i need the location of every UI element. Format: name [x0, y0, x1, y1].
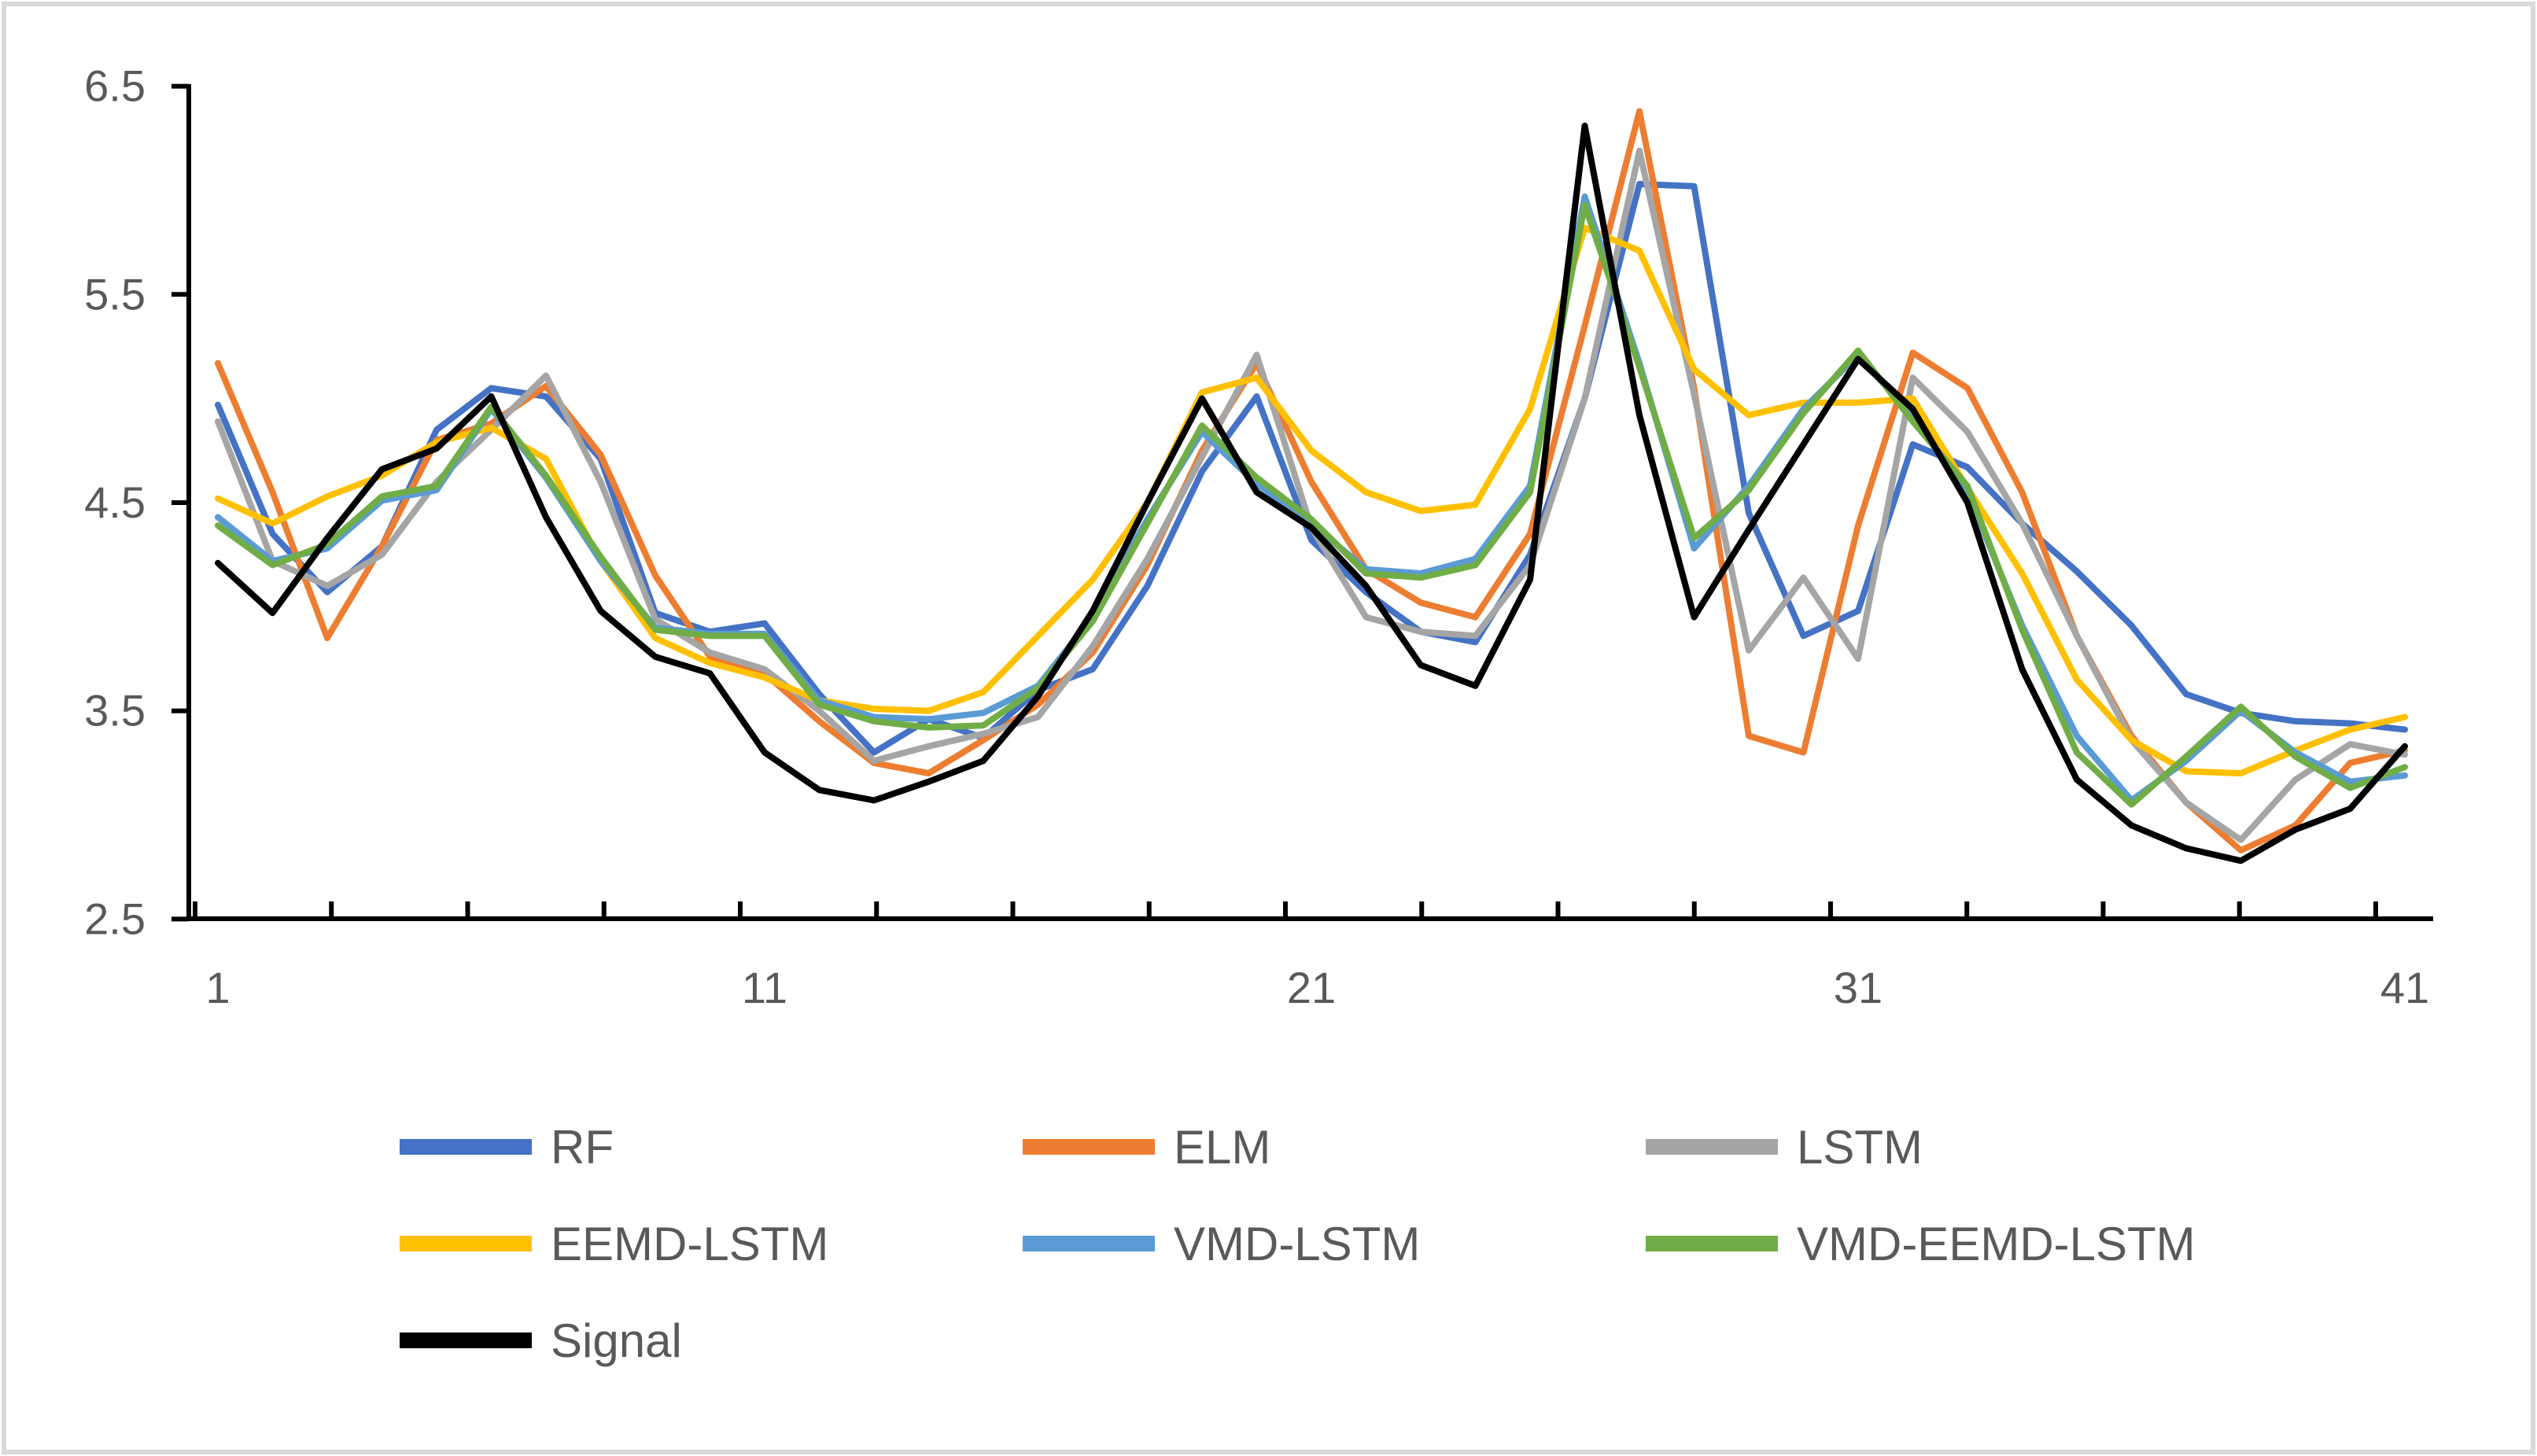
series-line-signal — [215, 122, 2408, 864]
y-tick-label: 6.5 — [84, 61, 146, 111]
y-tick-label: 2.5 — [84, 894, 146, 943]
x-tick-label: 41 — [2380, 963, 2429, 1012]
legend-label-signal: Signal — [551, 1314, 682, 1367]
x-tick-label: 31 — [1834, 963, 1882, 1012]
y-tick-label: 3.5 — [84, 686, 146, 735]
legend-label-lstm: LSTM — [1797, 1121, 1923, 1174]
x-tick-label: 21 — [1287, 963, 1336, 1012]
legend-label-elm: ELM — [1174, 1121, 1270, 1174]
x-tick-label: 11 — [742, 963, 787, 1012]
legend-label-eemd-lstm: EEMD-LSTM — [551, 1218, 828, 1270]
x-tick-label: 1 — [205, 963, 230, 1012]
y-tick-label: 4.5 — [84, 477, 146, 527]
series-line-elm — [215, 108, 2408, 853]
series-line-vmd-eemd-lstm — [215, 201, 2408, 808]
legend-label-vmd-lstm: VMD-LSTM — [1174, 1218, 1420, 1270]
legend-label-rf: RF — [551, 1121, 614, 1174]
y-tick-label: 5.5 — [84, 269, 146, 319]
legend-label-vmd-eemd-lstm: VMD-EEMD-LSTM — [1797, 1218, 2196, 1270]
